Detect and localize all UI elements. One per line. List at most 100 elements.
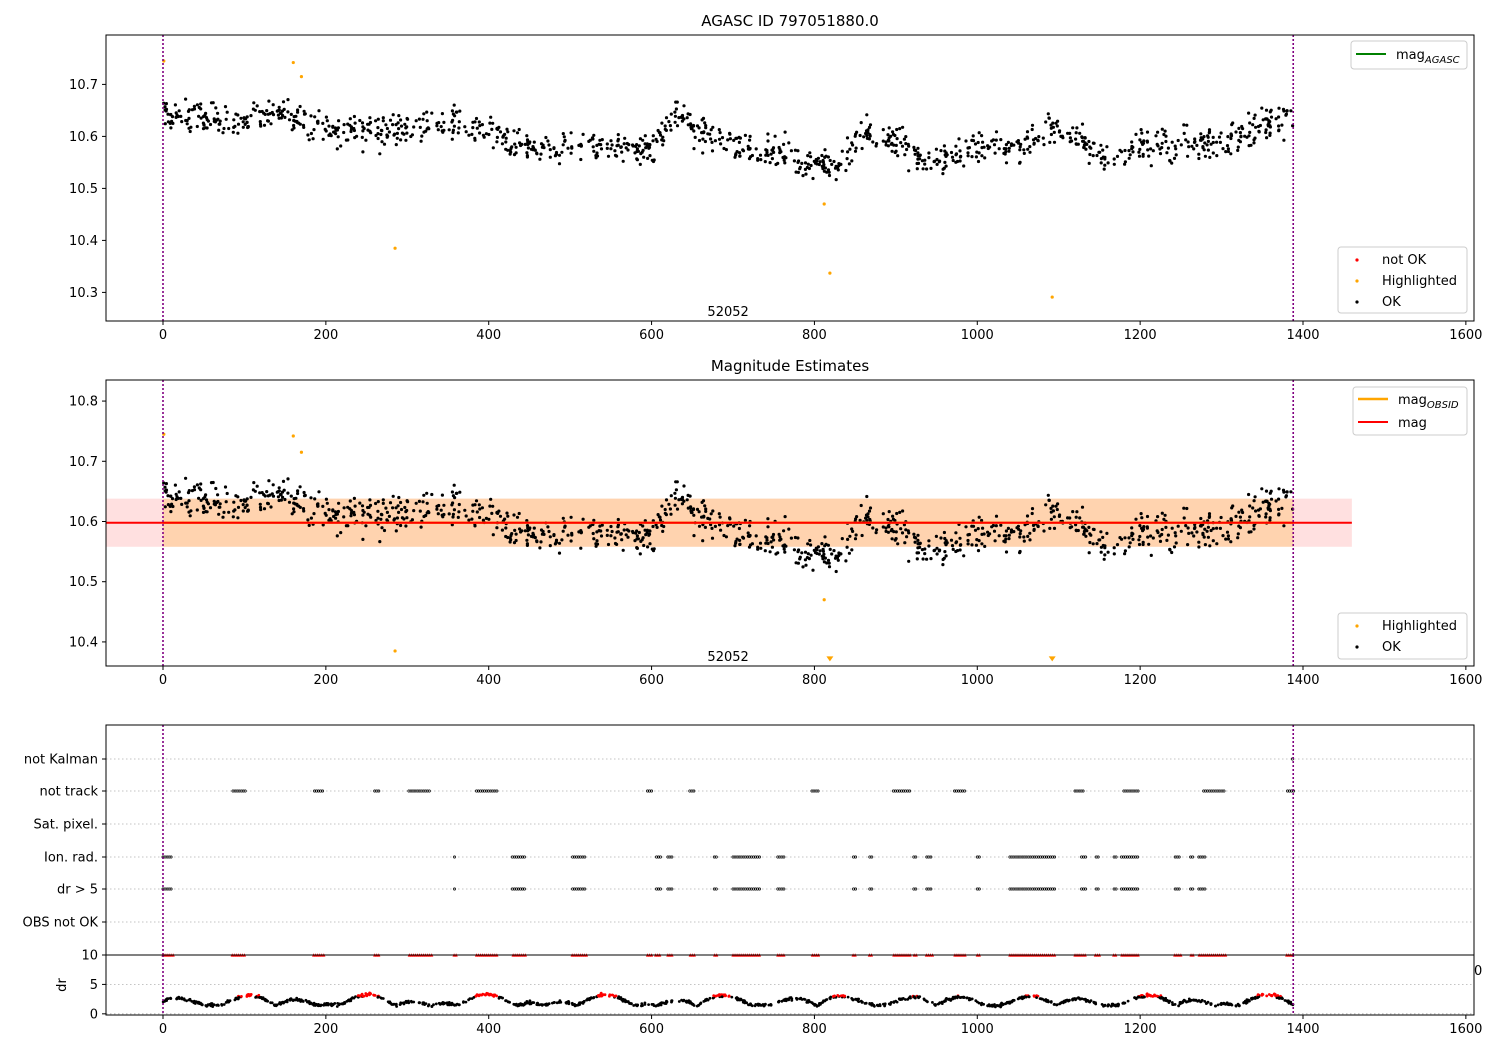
ok-point: [281, 479, 286, 483]
ok-point: [1087, 161, 1091, 165]
ok-point: [309, 496, 313, 500]
ok-point: [845, 136, 850, 140]
dr-y-tick-label: 10: [81, 949, 98, 964]
ok-point: [1075, 126, 1079, 130]
ok-point: [703, 121, 707, 125]
flag-event-marker: [169, 855, 173, 859]
ok-point: [717, 512, 721, 516]
ok-point: [1197, 152, 1201, 156]
dr-ok-point: [512, 1002, 516, 1006]
ok-point: [335, 534, 339, 538]
ok-point: [1164, 139, 1168, 144]
flag-event-marker: [1191, 887, 1195, 891]
ok-point: [890, 527, 894, 532]
dr-ok-point: [870, 1002, 874, 1005]
ok-point: [993, 539, 997, 543]
dr-ok-point: [1177, 1004, 1180, 1008]
ok-point: [803, 161, 808, 165]
ok-point: [267, 99, 271, 103]
dr-ok-point: [1045, 999, 1049, 1003]
dr-ok-point: [1113, 1004, 1117, 1007]
dr-ok-point: [458, 1003, 461, 1007]
dr-ok-point: [1277, 996, 1281, 1000]
ok-point: [295, 502, 299, 506]
ok-point: [281, 100, 286, 104]
ok-point: [258, 505, 263, 509]
ok-point: [364, 524, 368, 528]
ok-point: [815, 548, 819, 552]
ok-point: [713, 524, 718, 529]
dr-ok-point: [1053, 1002, 1056, 1006]
ok-point: [770, 157, 775, 161]
ok-point: [647, 145, 652, 149]
ok-point: [506, 130, 510, 134]
ok-point: [236, 505, 241, 509]
ok-point: [1057, 514, 1061, 519]
ok-point: [881, 128, 885, 132]
dr-not-ok-point: [717, 993, 721, 997]
ok-point: [782, 547, 786, 551]
ok-point: [1151, 149, 1155, 153]
ok-point: [796, 550, 800, 554]
ok-point: [298, 485, 302, 489]
ok-point: [296, 491, 300, 496]
ok-point: [566, 146, 570, 150]
ok-point: [710, 149, 715, 153]
flag-event-marker: [714, 887, 718, 891]
ok-point: [1184, 524, 1188, 528]
dr-y-axis-label: dr: [55, 978, 70, 992]
ok-point: [770, 148, 774, 152]
dr-ok-point: [1222, 1002, 1225, 1006]
ok-point: [1099, 530, 1103, 534]
dr-not-ok-point: [614, 994, 618, 998]
ok-point: [830, 552, 834, 556]
ok-point: [1156, 515, 1160, 519]
dr-ok-point: [306, 1000, 309, 1004]
ok-point: [686, 123, 690, 127]
ok-point: [329, 134, 333, 138]
ok-point: [442, 503, 446, 507]
ok-point: [803, 550, 808, 554]
ok-point: [174, 492, 178, 496]
highlighted-point: [299, 450, 304, 454]
legend-mag-obsid-label: magOBSID: [1398, 393, 1459, 411]
ok-point: [894, 530, 898, 534]
ok-point: [846, 537, 850, 542]
flag-event-marker: [914, 887, 918, 891]
ok-point: [865, 518, 869, 523]
ok-point: [1264, 489, 1269, 493]
ok-point: [199, 498, 203, 502]
ok-point: [1054, 504, 1058, 508]
ok-point: [717, 523, 722, 527]
ok-point: [992, 143, 997, 147]
ok-point: [1007, 149, 1011, 153]
ok-point: [722, 533, 726, 538]
ok-point: [1047, 498, 1051, 502]
dr-ok-point: [623, 998, 626, 1002]
dr-ok-point: [618, 997, 621, 1000]
ok-point: [313, 115, 317, 119]
ok-point: [419, 139, 423, 143]
ok-point: [974, 155, 979, 159]
dr-ok-point: [312, 1001, 316, 1005]
ok-point: [1247, 492, 1251, 497]
dr-not-ok-point: [727, 995, 731, 998]
ok-point: [682, 484, 686, 488]
ok-point: [309, 114, 313, 118]
ok-point: [864, 516, 868, 520]
ok-point: [313, 497, 317, 501]
ok-point: [225, 110, 229, 114]
ok-point: [1172, 545, 1177, 549]
ok-point: [1115, 154, 1120, 158]
dr-ok-point: [748, 1003, 752, 1007]
ok-point: [912, 532, 916, 536]
ok-point: [519, 530, 523, 534]
ok-point: [864, 129, 869, 133]
dr-ok-point: [323, 1003, 327, 1007]
ok-point: [177, 109, 181, 113]
ok-point: [475, 126, 479, 130]
ok-point: [592, 537, 596, 541]
ok-point: [1211, 140, 1215, 145]
ok-point: [765, 536, 769, 540]
